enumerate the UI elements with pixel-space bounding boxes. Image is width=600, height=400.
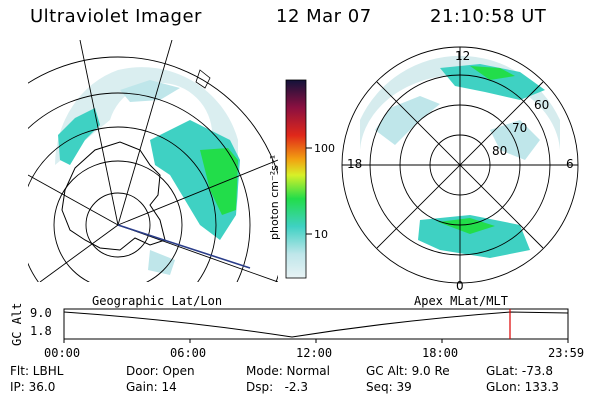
x-tick-0600: 06:00	[170, 346, 207, 360]
polar-grid	[341, 46, 579, 284]
terminator-line	[117, 224, 251, 269]
aurora-nightside-core	[438, 218, 495, 234]
info-glat: GLat: -73.8	[486, 364, 553, 378]
info-gain: Gain: 14	[126, 380, 177, 394]
geographic-map	[28, 40, 278, 282]
geographic-label: Geographic Lat/Lon	[92, 294, 223, 308]
info-gcalt: GC Alt: 9.0 Re	[366, 364, 450, 378]
colorbar-tick-label-100: 100	[314, 142, 335, 155]
time-label: 21:10:58 UT	[430, 6, 547, 27]
aurora-dusk	[375, 96, 440, 145]
mlt-label-0: 0	[456, 279, 464, 293]
info-door: Door: Open	[126, 364, 195, 378]
date-label: 12 Mar 07	[276, 6, 372, 27]
coastline	[61, 141, 166, 251]
aurora-core-east	[200, 148, 238, 215]
colorbar-label: photon cm⁻²s⁻¹	[268, 155, 281, 240]
lat-label-70: 70	[512, 121, 527, 135]
y-tick-1-8: 1.8	[30, 324, 52, 338]
lat-label-80: 80	[492, 144, 507, 158]
x-tick-0000: 00:00	[44, 346, 81, 360]
coastline-island	[195, 69, 211, 89]
aurora-patch-west	[58, 108, 100, 165]
info-ip: IP: 36.0	[10, 380, 56, 394]
gc-alt-axis-title: GC Alt	[10, 302, 24, 346]
lat-grid	[28, 56, 278, 282]
aurora-nightside	[418, 215, 530, 258]
colorbar-tick-label-10: 10	[314, 228, 328, 241]
instrument-title: Ultraviolet Imager	[30, 6, 202, 27]
x-tick-2359: 23:59	[548, 346, 585, 360]
aurora-patch-north	[120, 80, 180, 102]
aurora-patch-south	[148, 250, 175, 275]
colorbar	[285, 79, 307, 279]
info-seq: Seq: 39	[366, 380, 412, 394]
info-mode: Mode: Normal	[246, 364, 330, 378]
aurora-dayside	[440, 64, 545, 100]
background-glow	[55, 67, 239, 211]
gc-alt-curve	[63, 311, 569, 338]
aurora-dayside-core	[470, 66, 515, 80]
timeline-ticks	[63, 339, 569, 343]
info-flt: Flt: LBHL	[10, 364, 64, 378]
x-tick-1200: 12:00	[296, 346, 333, 360]
apex-label: Apex MLat/MLT	[414, 294, 508, 308]
lat-label-60: 60	[534, 98, 549, 112]
y-tick-9: 9.0	[30, 306, 52, 320]
mlt-label-12: 12	[455, 49, 470, 63]
x-tick-1800: 18:00	[422, 346, 459, 360]
info-dsp: Dsp: -2.3	[246, 380, 309, 394]
mlt-label-18: 18	[347, 157, 362, 171]
info-glon: GLon: 133.3	[486, 380, 559, 394]
mlt-label-6: 6	[566, 157, 574, 171]
